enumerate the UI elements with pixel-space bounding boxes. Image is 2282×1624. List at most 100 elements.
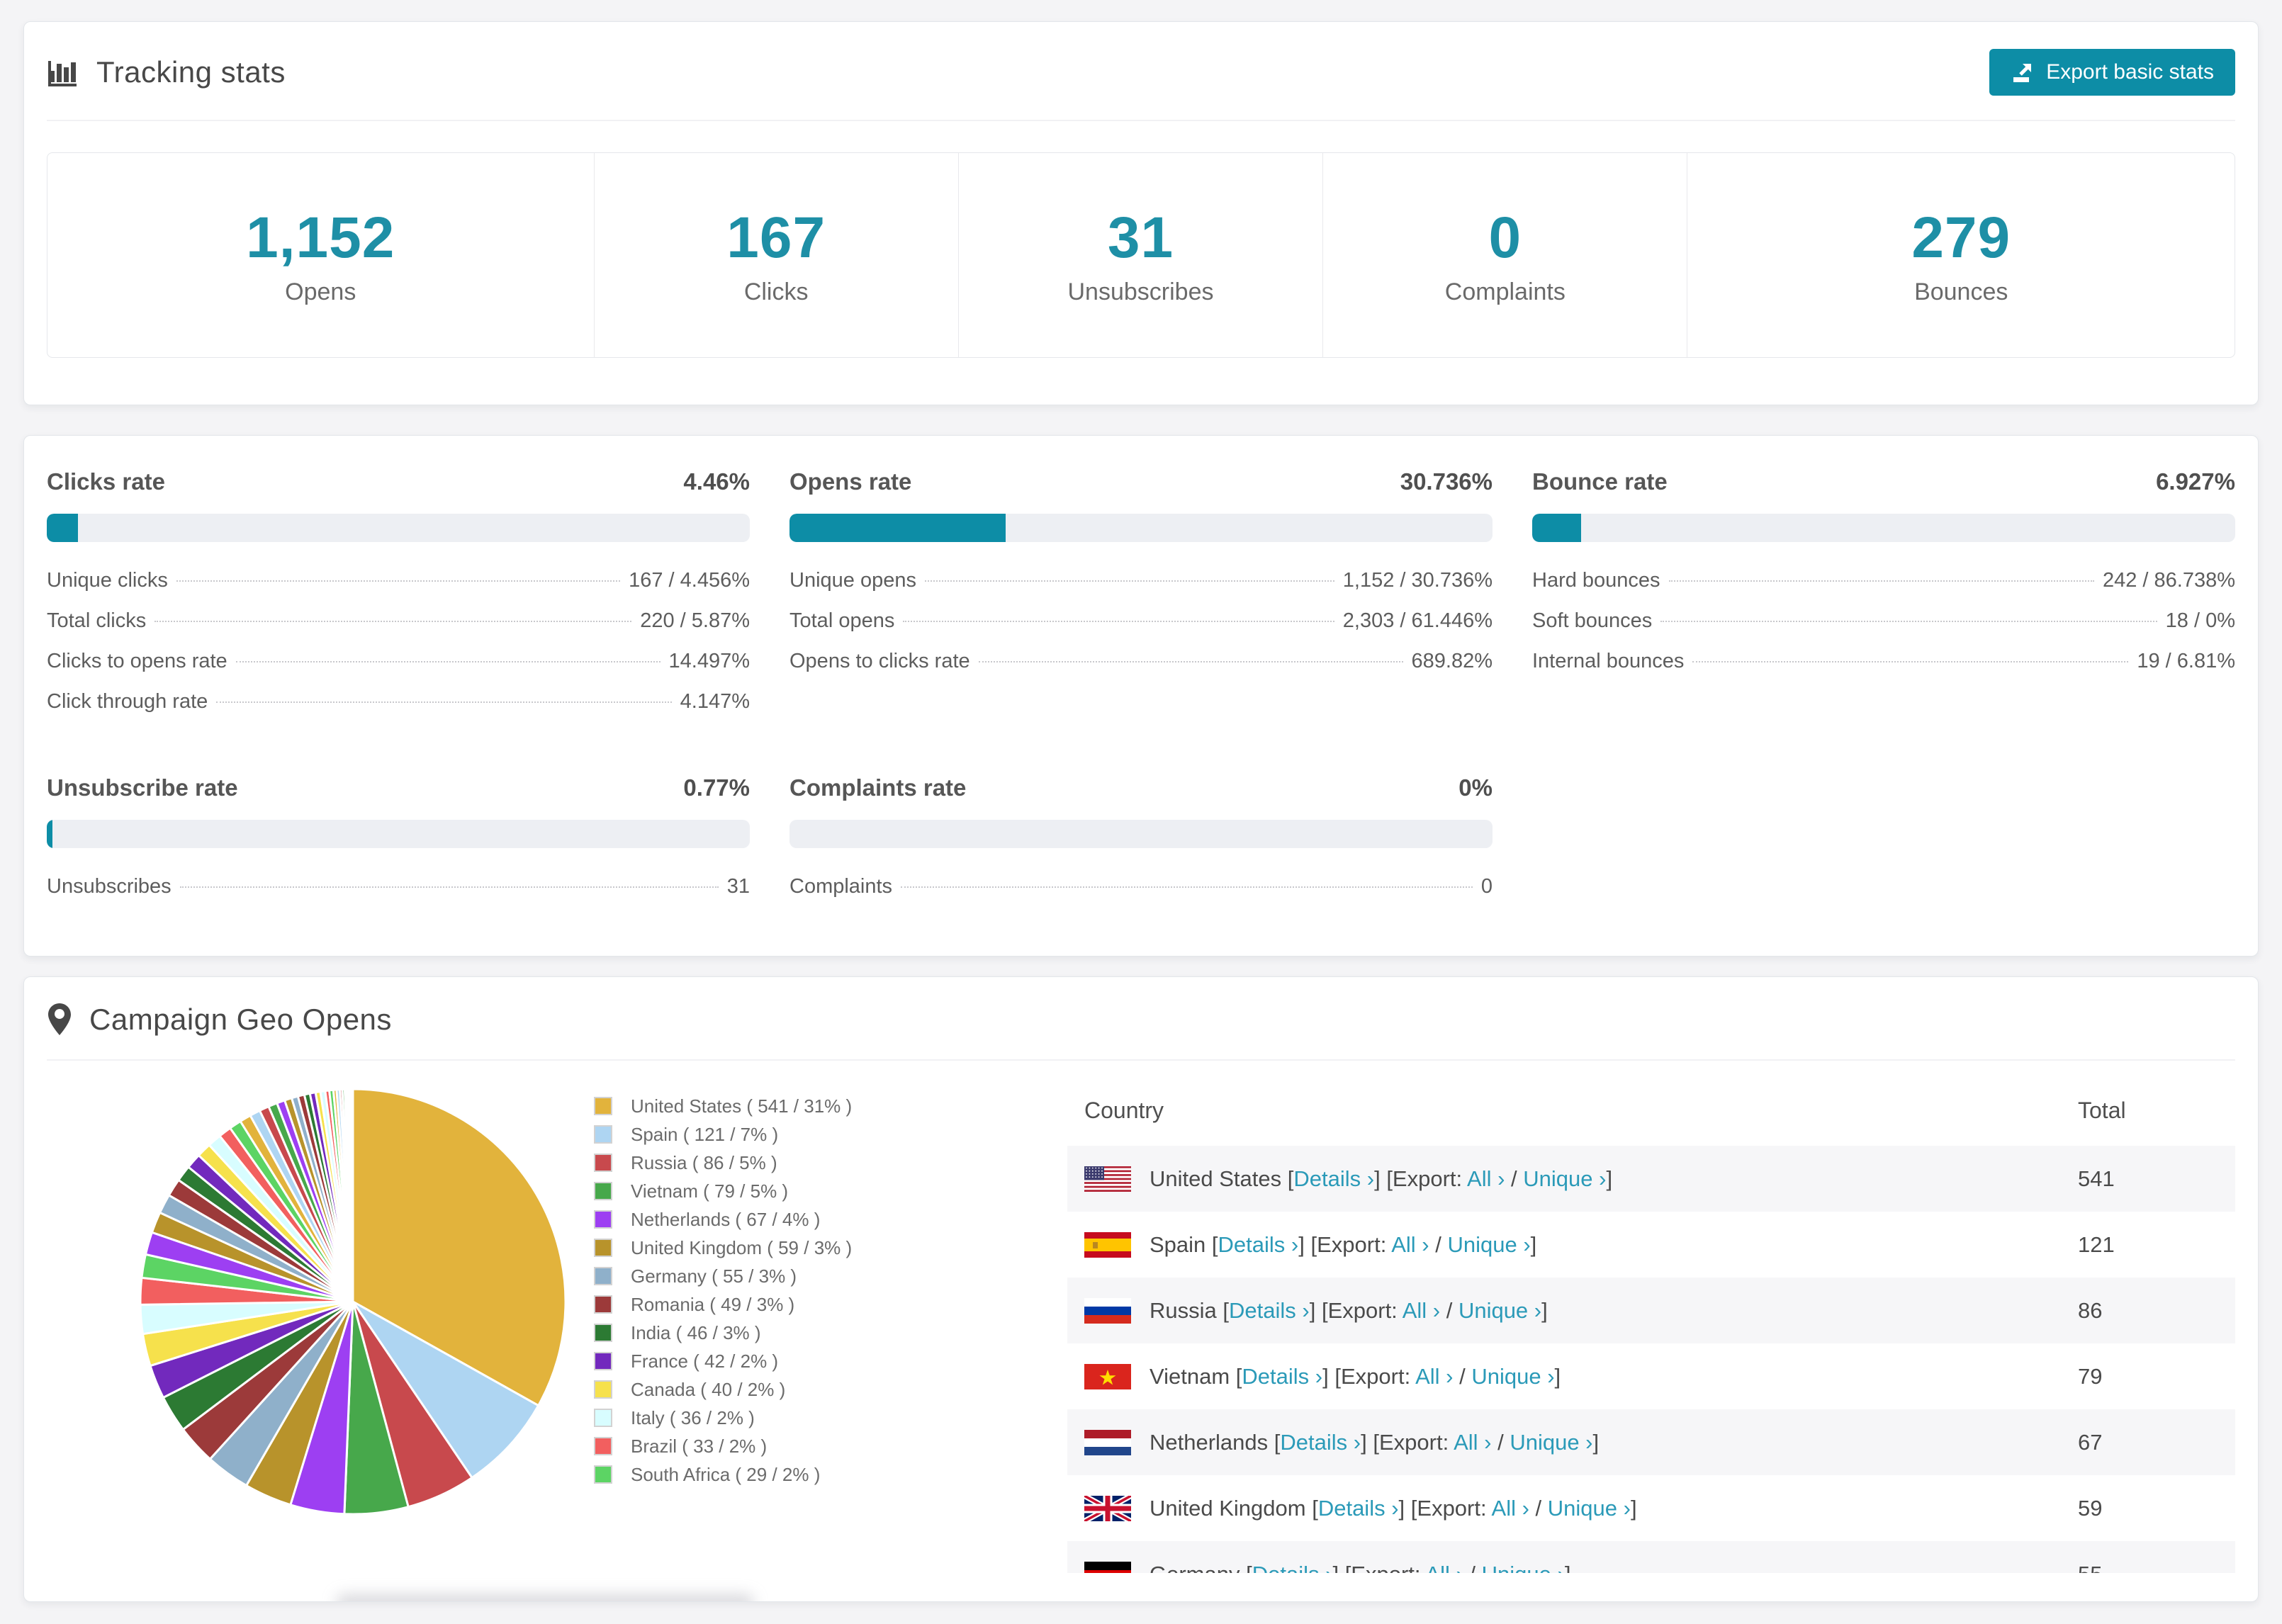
dotted-leader — [978, 661, 1403, 662]
rate-title: Unsubscribe rate — [47, 774, 238, 801]
export-unique-link[interactable]: Unique › — [1523, 1166, 1607, 1191]
export-unique-link[interactable]: Unique › — [1447, 1231, 1531, 1257]
geo-pie-legend: United States ( 541 / 31% ) Spain ( 121 /… — [594, 1061, 1067, 1489]
export-all-link[interactable]: All › — [1467, 1166, 1505, 1191]
geo-section-title: Campaign Geo Opens — [89, 1003, 392, 1036]
geo-country-cell: Spain [Details ›] [Export: All › / Uniqu… — [1067, 1231, 2078, 1258]
rate-progress-bar — [789, 514, 1493, 542]
rate-panel-bounce-rate: Bounce rate 6.927% Hard bounces 242 / 86.73… — [1532, 468, 2235, 731]
export-unique-link[interactable]: Unique › — [1471, 1363, 1555, 1389]
stat-value: 167 — [726, 205, 826, 270]
rate-value: 0.77% — [683, 774, 750, 801]
dotted-leader — [924, 580, 1334, 582]
details-link[interactable]: Details › — [1317, 1495, 1399, 1521]
details-link[interactable]: Details › — [1293, 1166, 1375, 1191]
details-link[interactable]: Details › — [1280, 1429, 1361, 1455]
legend-item-romania: Romania ( 49 / 3% ) — [594, 1290, 1067, 1319]
rate-row-value: 18 / 0% — [2165, 609, 2235, 632]
summary-stats-group: 1,152 Opens 167 Clicks 31 Unsubscribes 0 Compla… — [47, 152, 2235, 358]
stat-label: Opens — [285, 278, 356, 305]
export-all-link[interactable]: All › — [1402, 1297, 1441, 1323]
rate-detail-row: Hard bounces 242 / 86.738% — [1532, 569, 2235, 609]
geo-table-row-spain: Spain [Details ›] [Export: All › / Uniqu… — [1067, 1212, 2235, 1278]
stat-label: Clicks — [743, 278, 809, 305]
export-unique-link[interactable]: Unique › — [1547, 1495, 1631, 1521]
flag-nl-icon — [1084, 1429, 1131, 1455]
rate-detail-row: Clicks to opens rate 14.497% — [47, 650, 750, 690]
export-unique-link[interactable]: Unique › — [1510, 1429, 1593, 1455]
legend-label: Germany ( 55 / 3% ) — [631, 1265, 797, 1287]
legend-item-vietnam: Vietnam ( 79 / 5% ) — [594, 1177, 1067, 1205]
rate-detail-row: Unique clicks 167 / 4.456% — [47, 569, 750, 609]
legend-swatch — [594, 1324, 612, 1342]
stat-value: 1,152 — [246, 205, 395, 270]
rate-row-value: 31 — [726, 875, 750, 898]
rate-row-label: Unique opens — [789, 569, 916, 592]
legend-item-russia: Russia ( 86 / 5% ) — [594, 1149, 1067, 1177]
rate-detail-row: Complaints 0 — [789, 875, 1493, 915]
tracking-stats-header: Tracking stats Export basic stats — [47, 22, 2235, 121]
legend-item-brazil: Brazil ( 33 / 2% ) — [594, 1432, 1067, 1460]
export-all-link[interactable]: All › — [1415, 1363, 1454, 1389]
legend-swatch — [594, 1409, 612, 1427]
legend-swatch — [594, 1465, 612, 1484]
geo-country-cell: Germany [Details ›] [Export: All › / Uni… — [1067, 1561, 2078, 1574]
country-name: Spain — [1150, 1231, 1206, 1257]
details-link[interactable]: Details › — [1252, 1562, 1333, 1574]
legend-swatch — [594, 1352, 612, 1370]
legend-swatch — [594, 1154, 612, 1172]
geo-table-header: Country Total — [1067, 1075, 2235, 1146]
legend-swatch — [594, 1380, 612, 1399]
rate-progress-bar — [1532, 514, 2235, 542]
legend-label: Netherlands ( 67 / 4% ) — [631, 1208, 821, 1230]
tracking-stats-card: Tracking stats Export basic stats 1,152 O… — [23, 21, 2259, 405]
tracking-stats-title-block: Tracking stats — [47, 55, 286, 89]
rates-row-2: Unsubscribe rate 0.77% Unsubscribes 31 Compl… — [47, 774, 2235, 915]
export-all-link[interactable]: All › — [1391, 1231, 1429, 1257]
export-all-link[interactable]: All › — [1454, 1429, 1492, 1455]
flag-gb-icon — [1084, 1495, 1131, 1521]
rates-empty-column — [1532, 774, 2235, 915]
export-all-link[interactable]: All › — [1425, 1562, 1463, 1574]
geo-country-line: Vietnam [Details ›] [Export: All › / Uni… — [1150, 1363, 1561, 1389]
rate-row-value: 1,152 / 30.736% — [1342, 569, 1493, 592]
legend-label: India ( 46 / 3% ) — [631, 1321, 761, 1343]
export-unique-link[interactable]: Unique › — [1482, 1562, 1565, 1574]
legend-item-canada: Canada ( 40 / 2% ) — [594, 1375, 1067, 1404]
geo-pie-chart — [47, 1061, 594, 1525]
legend-swatch — [594, 1182, 612, 1200]
country-name: United Kingdom — [1150, 1495, 1306, 1521]
details-link[interactable]: Details › — [1218, 1231, 1299, 1257]
legend-swatch — [594, 1210, 612, 1229]
legend-label: South Africa ( 29 / 2% ) — [631, 1463, 821, 1485]
dotted-leader — [1692, 661, 2129, 662]
rate-row-label: Unique clicks — [47, 569, 168, 592]
legend-label: Vietnam ( 79 / 5% ) — [631, 1180, 789, 1202]
details-link[interactable]: Details › — [1242, 1363, 1323, 1389]
rate-panel-unsubscribe-rate: Unsubscribe rate 0.77% Unsubscribes 31 — [47, 774, 750, 915]
pie-slice-spain — [352, 1300, 540, 1479]
rate-row-label: Click through rate — [47, 690, 208, 713]
rate-detail-row: Internal bounces 19 / 6.81% — [1532, 650, 2235, 690]
geo-total-cell: 541 — [2078, 1166, 2115, 1191]
export-all-link[interactable]: All › — [1491, 1495, 1529, 1521]
legend-label: Romania ( 49 / 3% ) — [631, 1293, 795, 1315]
rate-detail-row: Total opens 2,303 / 61.446% — [789, 609, 1493, 650]
rate-progress-bar — [47, 514, 750, 542]
export-unique-link[interactable]: Unique › — [1458, 1297, 1542, 1323]
rate-title: Bounce rate — [1532, 468, 1668, 495]
country-name: Netherlands — [1150, 1429, 1269, 1455]
rate-row-value: 220 / 5.87% — [640, 609, 750, 632]
rate-row-label: Internal bounces — [1532, 650, 1685, 672]
legend-item-germany: Germany ( 55 / 3% ) — [594, 1262, 1067, 1290]
pie-slice-united-states — [352, 1088, 567, 1407]
geo-country-line: Germany [Details ›] [Export: All › / Uni… — [1150, 1562, 1570, 1574]
export-basic-stats-button[interactable]: Export basic stats — [1989, 49, 2235, 96]
geo-table: Country Total United States [Details ›] … — [1067, 1075, 2235, 1573]
details-link[interactable]: Details › — [1229, 1297, 1310, 1323]
rate-progress-bar — [47, 820, 750, 848]
legend-item-united-states: United States ( 541 / 31% ) — [594, 1092, 1067, 1120]
rate-row-value: 2,303 / 61.446% — [1342, 609, 1493, 632]
rates-card: Clicks rate 4.46% Unique clicks 167 / 4.456… — [23, 435, 2259, 957]
